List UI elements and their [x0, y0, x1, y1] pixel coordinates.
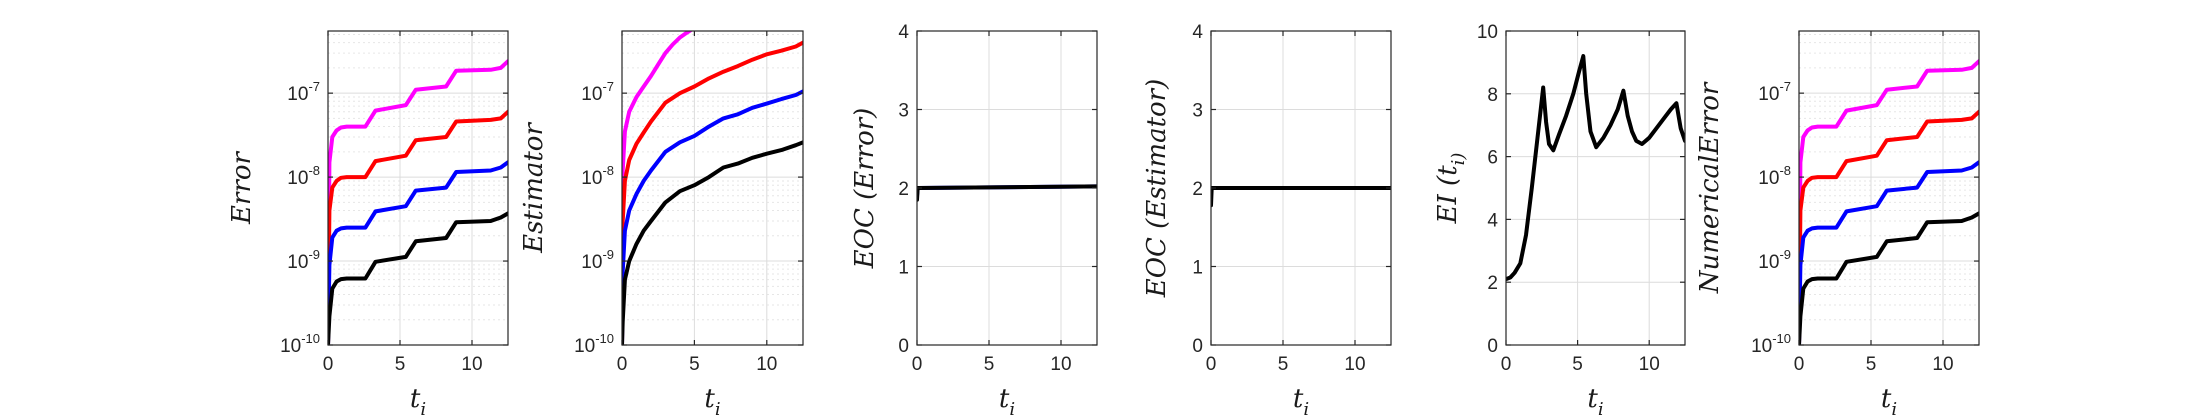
plot-area	[1799, 31, 1979, 345]
y-axis-label: NumericalError	[1695, 81, 1725, 294]
y-tick-label: 10-9	[581, 247, 614, 273]
y-tick-label: 2	[898, 179, 909, 200]
x-tick-label: 10	[1344, 354, 1365, 375]
series-line-2	[328, 109, 508, 345]
y-tick-label: 1	[1192, 258, 1203, 279]
y-axis-label: EOC (Estimator)	[1142, 79, 1172, 299]
y-tick-label: 6	[1487, 148, 1498, 169]
plot-area	[328, 31, 508, 345]
y-axis-label: Error	[227, 150, 257, 224]
axes-frame	[1798, 30, 1980, 346]
plot-area	[622, 31, 803, 345]
x-tick-label: 10	[1932, 354, 1953, 375]
series-line-4	[1799, 211, 1979, 345]
x-axis-label: ti	[1293, 384, 1309, 417]
y-axis-label: EOC (Error)	[850, 108, 880, 270]
x-axis-label: ti	[1881, 384, 1897, 417]
y-tick-label: 10-7	[287, 79, 320, 105]
y-tick-label: 10-7	[1758, 79, 1791, 105]
y-tick-label: 3	[1192, 101, 1203, 122]
x-tick-label: 5	[984, 354, 995, 375]
y-tick-label: 0	[1487, 336, 1498, 357]
y-tick-label: 4	[1487, 210, 1498, 231]
plot-area	[1506, 31, 1685, 345]
axes-frame	[1505, 30, 1686, 346]
y-tick-label: 10-7	[581, 79, 614, 105]
x-tick-label: 0	[912, 354, 923, 375]
series-line-2	[1799, 109, 1979, 345]
y-tick-label: 3	[898, 101, 909, 122]
y-tick-label: 10	[1477, 22, 1498, 43]
x-tick-label: 0	[617, 354, 628, 375]
y-tick-label: 10-10	[1751, 331, 1791, 357]
y-tick-label: 0	[898, 336, 909, 357]
x-axis-label: ti	[704, 384, 720, 417]
y-tick-label: 10-10	[280, 331, 320, 357]
axes-frame	[621, 30, 804, 346]
x-tick-label: 10	[1050, 354, 1071, 375]
series-line-3	[622, 89, 803, 345]
series-line-3	[1799, 160, 1979, 345]
y-tick-label: 10-8	[287, 163, 320, 189]
x-tick-label: 0	[323, 354, 334, 375]
x-tick-label: 5	[1278, 354, 1289, 375]
y-tick-label: 10-10	[574, 331, 614, 357]
y-tick-label: 2	[1192, 179, 1203, 200]
x-tick-label: 5	[395, 354, 406, 375]
y-tick-label: 4	[898, 22, 909, 43]
panel-numericalerror: 0 5 10 10-10 10-9 10-8 10-7 ti NumericalError	[1695, 30, 1980, 417]
series-line-1	[1799, 59, 1979, 345]
series-line-4	[328, 211, 508, 345]
y-tick-label: 2	[1487, 273, 1498, 294]
series-line-2	[622, 40, 803, 345]
y-tick-label: 1	[898, 258, 909, 279]
x-tick-label: 10	[461, 354, 482, 375]
x-axis-label: ti	[410, 384, 426, 417]
x-axis-label: ti	[999, 384, 1015, 417]
axes-frame	[327, 30, 509, 346]
y-tick-label: 4	[1192, 22, 1203, 43]
series-line-1	[328, 59, 508, 345]
x-tick-label: 0	[1206, 354, 1217, 375]
y-tick-label: 10-8	[1758, 163, 1791, 189]
series-line-1	[622, 31, 694, 345]
panel-error: 0 5 10 10-10 10-9 10-8 10-7 ti Error	[227, 30, 509, 417]
x-tick-label: 0	[1501, 354, 1512, 375]
series-line-3	[328, 160, 508, 345]
panel-estimator: 0 5 10 10-10 10-9 10-8 10-7 ti Estimator	[519, 30, 804, 417]
x-axis-label: ti	[1587, 384, 1603, 417]
series-line-4	[622, 140, 803, 345]
panel-eoc-estimator: 0 5 10 0 1 2 3 4 ti EOC (Estimator)	[1142, 22, 1392, 417]
x-tick-label: 10	[1639, 354, 1660, 375]
y-tick-label: 10-9	[1758, 247, 1791, 273]
panel-ei-t-i: 0 5 10 0 2 4 6 8 10 ti EI (ti)	[1433, 22, 1686, 417]
y-tick-label: 10-8	[581, 163, 614, 189]
x-tick-label: 5	[1572, 354, 1583, 375]
series-line-1	[1506, 54, 1685, 282]
panel-eoc-error: 0 5 10 0 1 2 3 4 ti EOC (Error)	[850, 22, 1098, 417]
x-tick-label: 10	[756, 354, 777, 375]
x-tick-label: 5	[1866, 354, 1877, 375]
y-tick-label: 8	[1487, 85, 1498, 106]
y-tick-label: 10-9	[287, 247, 320, 273]
y-axis-label: EI (ti)	[1433, 153, 1469, 225]
x-tick-label: 0	[1794, 354, 1805, 375]
y-axis-label: Estimator	[519, 122, 549, 254]
y-tick-label: 0	[1192, 336, 1203, 357]
x-tick-label: 5	[689, 354, 700, 375]
